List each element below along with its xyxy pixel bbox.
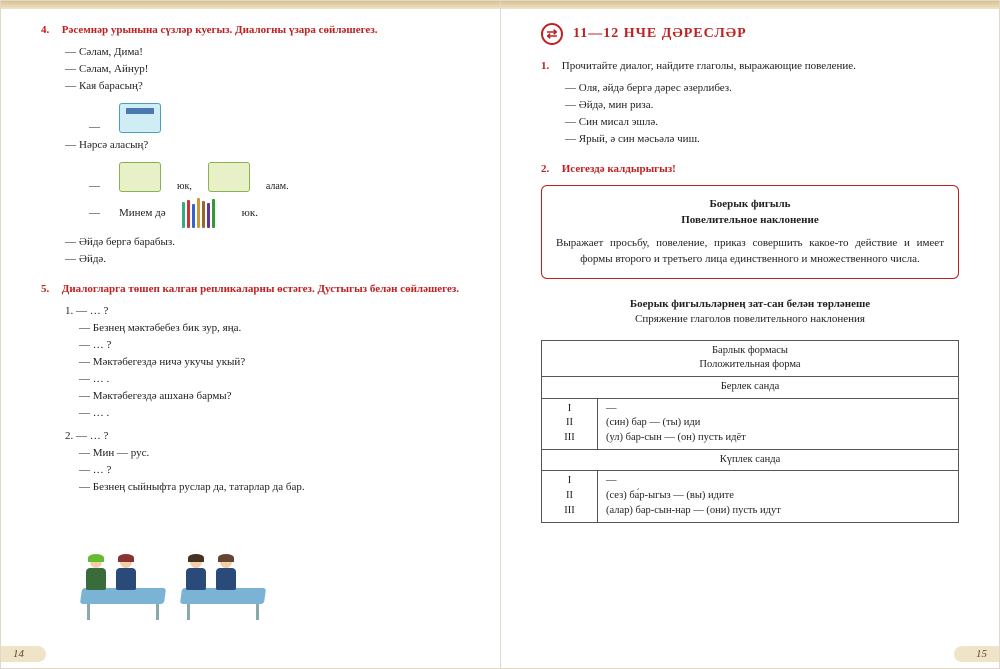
conjugation-table: Барлык формасыПоложительная форма Берлек…	[541, 340, 959, 523]
page-right: ⇄ 11—12 НЧЕ ДӘРЕСЛӘР 1. Прочитайте диало…	[500, 0, 1000, 669]
list-item: — … .	[65, 405, 460, 422]
dlg-line: —Әйдә бергә барабыз.	[65, 234, 460, 251]
ex5: 5. Диалогларга төшеп калган репликаларны…	[41, 282, 460, 496]
ex1-dialog: — Оля, әйдә бергә дәрес әзерлибез. — Әйд…	[541, 80, 959, 148]
list-item: — Оля, әйдә бергә дәрес әзерлибез.	[565, 80, 959, 97]
dlg-line: —Сәлам, Айнур!	[65, 61, 460, 78]
table-sg-head: Берлек санда	[542, 377, 959, 399]
rule-box: Боерык фигыль Повелительное наклонение В…	[541, 185, 959, 279]
ex1-num: 1.	[541, 59, 559, 74]
conj-subtitle-1: Боерык фигыльләрнең зат-сан белән төрлән…	[541, 297, 959, 312]
ex4-num: 4.	[41, 23, 59, 38]
list-item: — … ?	[65, 337, 460, 354]
pencils-icon	[182, 198, 226, 228]
ex4-dialog: —Сәлам, Дима! —Сәлам, Айнур! —Кая барасы…	[41, 44, 460, 268]
rule-body: Выражает просьбу, повеление, приказ сове…	[556, 235, 944, 268]
ex2-num: 2.	[541, 162, 559, 177]
txt-alam: алам.	[266, 181, 289, 192]
dlg-line: —Әйдә.	[65, 251, 460, 268]
conj-subtitle-2: Спряжение глаголов повелительного наклон…	[541, 312, 959, 327]
shop-icon	[119, 103, 161, 133]
shop-pic-row: —	[89, 99, 460, 133]
list-item: — Мәктәбегездә ашханә бармы?	[65, 388, 460, 405]
classroom-illustration	[81, 510, 341, 620]
notebook-icon	[119, 162, 161, 192]
table-row: I II III — (сез) ба́р-ыгыз — (вы) идите …	[542, 471, 959, 522]
list-item: — Безнең сыйныфта руслар да, татарлар да…	[65, 479, 460, 496]
dlg-line: —Кая барасың?	[65, 78, 460, 95]
lesson-swap-icon: ⇄	[541, 23, 563, 45]
ex5-d1: 1. — … ? — Безнең мәктәбебез бик зур, яң…	[41, 303, 460, 422]
txt-mine: Минем дә	[119, 207, 166, 219]
ex5-title: Диалогларга төшеп калган репликаларны өс…	[62, 283, 459, 295]
table-pl-head: Күплек санда	[542, 449, 959, 471]
page-number-right: 15	[954, 646, 999, 662]
lesson-header: ⇄ 11—12 НЧЕ ДӘРЕСЛӘР	[541, 23, 959, 45]
ex4-head: 4. Рәсемнәр урынына сүзләр куегыз. Диало…	[41, 23, 460, 38]
table-head: Барлык формасыПоложительная форма	[542, 340, 959, 376]
lesson-title: 11—12 НЧЕ ДӘРЕСЛӘР	[573, 26, 747, 42]
list-item: — Әйдә, мин риза.	[565, 97, 959, 114]
list-item: — Ярый, ә син мәсьәлә чиш.	[565, 131, 959, 148]
notebook-icon	[208, 162, 250, 192]
dlg-line: —Сәлам, Дима!	[65, 44, 460, 61]
d1-num: 1.	[65, 305, 73, 317]
ex2-title: Исегездә калдырыгыз!	[562, 163, 676, 175]
page-spread: 4. Рәсемнәр урынына сүзләр куегыз. Диало…	[0, 0, 1000, 669]
rule-title-1: Боерык фигыль	[556, 196, 944, 213]
ex2-head: 2. Исегездә калдырыгыз!	[541, 162, 959, 177]
list-item: — … .	[65, 371, 460, 388]
page-left: 4. Рәсемнәр урынына сүзләр куегыз. Диало…	[0, 0, 500, 669]
txt-yuk: юк,	[177, 181, 192, 192]
ex5-num: 5.	[41, 282, 59, 297]
conj-subtitle: Боерык фигыльләрнең зат-сан белән төрлән…	[541, 297, 959, 328]
txt-yuk2: юк.	[242, 207, 258, 219]
list-item: — Син мисал эшлә.	[565, 114, 959, 131]
table-row: I II III — (син) бар — (ты) иди (ул) бар…	[542, 398, 959, 449]
d2-num: 2.	[65, 430, 73, 442]
page-number-left: 14	[1, 646, 46, 662]
list-item: — Мәктәбегездә ничә укучы укый?	[65, 354, 460, 371]
ex5-head: 5. Диалогларга төшеп калган репликаларны…	[41, 282, 460, 297]
list-item: — Мин — рус.	[65, 445, 460, 462]
top-strip	[501, 1, 999, 9]
list-item: — Безнең мәктәбебез бик зур, яңа.	[65, 320, 460, 337]
top-strip	[1, 1, 500, 9]
dlg-line: —Нәрсә аласың?	[65, 137, 460, 154]
ex1-title: Прочитайте диалог, найдите глаголы, выра…	[562, 60, 856, 72]
list-item: — … ?	[65, 462, 460, 479]
ex5-d2: 2. — … ? — Мин — рус. — … ? — Безнең сый…	[41, 428, 460, 496]
ex1-head: 1. Прочитайте диалог, найдите глаголы, в…	[541, 59, 959, 74]
ex4-title: Рәсемнәр урынына сүзләр куегыз. Диалогны…	[62, 24, 378, 36]
rule-title-2: Повелительное наклонение	[556, 212, 944, 229]
pencils-row: — Минем дә юк.	[89, 196, 460, 230]
notebooks-row: — юк, алам.	[89, 158, 460, 192]
